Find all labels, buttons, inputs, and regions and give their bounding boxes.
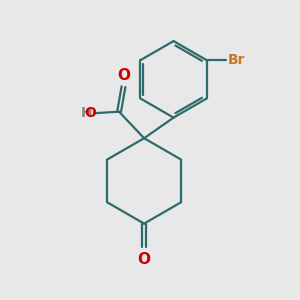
Text: Br: Br (227, 53, 245, 67)
Text: H: H (81, 106, 93, 120)
Text: O: O (117, 68, 130, 83)
Text: O: O (85, 106, 96, 120)
Text: O: O (138, 252, 151, 267)
